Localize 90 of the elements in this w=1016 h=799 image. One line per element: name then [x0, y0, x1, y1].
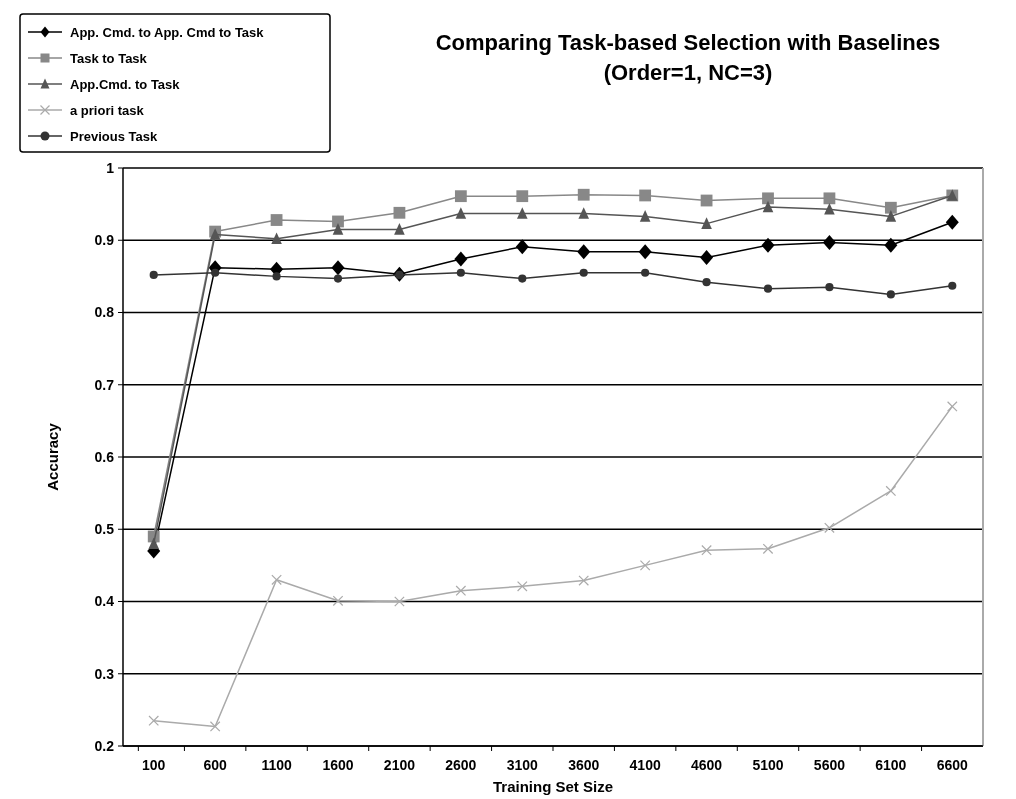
- y-tick-label: 0.7: [94, 376, 115, 393]
- x-tick-label: 1100: [261, 757, 292, 773]
- point: [762, 192, 774, 205]
- x-tick-label: 1600: [322, 757, 354, 773]
- point: [822, 234, 836, 250]
- point: [945, 214, 959, 230]
- point: [271, 574, 282, 586]
- point: [701, 217, 712, 229]
- point: [762, 543, 774, 555]
- point: [948, 281, 957, 290]
- point: [701, 544, 712, 556]
- point: [946, 401, 958, 412]
- point: [824, 202, 835, 215]
- point: [516, 581, 528, 592]
- point: [762, 200, 774, 213]
- x-tick-label: 4600: [690, 757, 723, 773]
- point: [578, 207, 590, 219]
- point: [331, 260, 345, 276]
- x-tick-label: 5100: [752, 757, 784, 773]
- point: [211, 268, 220, 277]
- point: [884, 201, 897, 214]
- point: [825, 283, 834, 292]
- point: [272, 272, 281, 281]
- chart-title: Comparing Task-based Selection with Baselines: [435, 30, 941, 55]
- x-tick-label: 6600: [936, 757, 969, 773]
- point: [515, 239, 529, 255]
- point: [394, 596, 405, 607]
- point: [761, 237, 775, 253]
- point: [456, 268, 465, 277]
- point: [639, 189, 652, 202]
- x-tick-label: 100: [142, 757, 166, 773]
- point: [518, 274, 527, 283]
- point: [393, 206, 406, 219]
- point: [885, 210, 897, 222]
- x-tick-label: 4100: [629, 757, 661, 773]
- point: [577, 244, 591, 260]
- y-axis-title: Accuracy: [44, 422, 61, 491]
- point: [579, 268, 588, 277]
- legend-label: a priori task: [70, 102, 145, 118]
- point: [149, 270, 158, 280]
- point: [271, 232, 282, 245]
- point: [639, 210, 651, 222]
- point: [516, 207, 528, 219]
- y-tick-label: 0.9: [94, 232, 115, 249]
- y-tick-label: 0.4: [94, 593, 115, 610]
- point: [333, 274, 343, 283]
- y-tick-label: 0.3: [94, 665, 115, 682]
- point: [148, 537, 160, 549]
- legend-label: App.Cmd. to Task: [70, 76, 181, 92]
- point: [641, 268, 650, 277]
- point: [763, 284, 773, 293]
- point: [394, 223, 405, 235]
- point: [270, 214, 283, 226]
- point: [455, 207, 467, 219]
- point: [332, 223, 344, 235]
- x-tick-label: 6100: [875, 757, 907, 773]
- x-axis-title: Training Set Size: [492, 778, 614, 795]
- legend-label: Task to Task: [70, 50, 148, 66]
- point: [824, 522, 835, 534]
- legend-label: App. Cmd. to App. Cmd to Task: [70, 24, 265, 40]
- point: [516, 190, 529, 203]
- point: [455, 585, 467, 596]
- point: [886, 290, 895, 299]
- point: [454, 251, 468, 267]
- point: [209, 721, 221, 732]
- y-tick-label: 0.2: [94, 737, 115, 754]
- point: [884, 237, 898, 253]
- point: [148, 715, 160, 727]
- x-tick-label: 3600: [568, 757, 600, 773]
- legend-label: Previous Task: [70, 128, 158, 144]
- point: [577, 188, 590, 201]
- point: [702, 278, 711, 287]
- point: [332, 595, 344, 607]
- x-tick-label: 2600: [445, 757, 477, 773]
- point: [885, 485, 897, 497]
- y-tick-label: 0.8: [94, 304, 115, 321]
- x-tick-label: 3100: [506, 757, 539, 773]
- chart-subtitle: (Order=1, NC=3): [603, 60, 773, 85]
- y-tick-label: 1: [106, 159, 115, 176]
- point: [454, 190, 467, 203]
- point: [823, 192, 836, 205]
- x-tick-label: 2100: [383, 757, 416, 773]
- y-tick-label: 0.6: [94, 448, 115, 465]
- point: [639, 560, 651, 571]
- x-tick-label: 600: [203, 757, 228, 773]
- point: [638, 244, 652, 260]
- point: [700, 250, 714, 266]
- y-tick-label: 0.5: [94, 521, 115, 538]
- point: [578, 575, 590, 586]
- x-tick-label: 5600: [813, 757, 846, 773]
